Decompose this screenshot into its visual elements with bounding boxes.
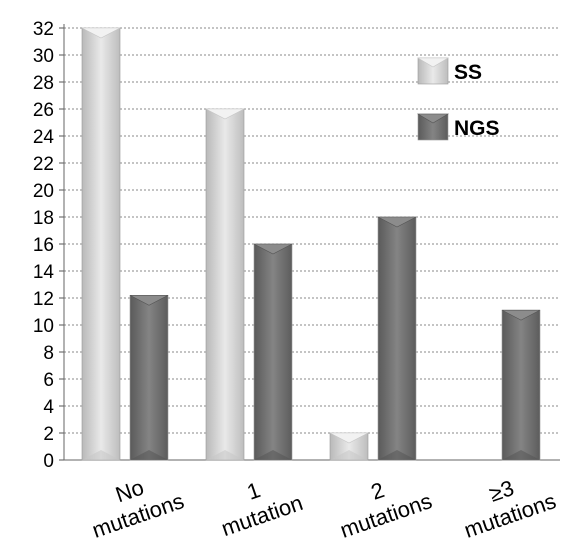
y-tick-label: 22 (33, 154, 54, 175)
legend-label-ss: SS (454, 61, 482, 84)
bars (81, 27, 541, 461)
bar-cap-ngs-1 (253, 243, 293, 255)
y-tick-label: 14 (33, 262, 55, 283)
bar-ss-1 (205, 108, 245, 461)
y-tick-label: 8 (43, 343, 54, 364)
bar-ss-0 (81, 27, 121, 461)
legend-swatch-ngs (417, 113, 449, 141)
y-tick-label: 2 (43, 424, 54, 445)
bar-cap-ss-1 (205, 108, 245, 120)
bar-base-ngs-0 (130, 450, 168, 460)
bar-ngs-0 (129, 294, 169, 461)
legend-label-ngs: NGS (454, 117, 500, 140)
bar-ngs-2 (377, 216, 417, 461)
y-tick-label: 10 (33, 316, 54, 337)
legend-swatch-cap-ss (416, 57, 450, 68)
legend: SS NGS (416, 57, 500, 141)
gridlines (64, 27, 560, 434)
bar-base-ss-1 (206, 450, 244, 460)
bar-base-ngs-1 (254, 450, 292, 460)
x-tick-line2: mutations (337, 488, 435, 543)
y-tick-label: 18 (33, 208, 54, 229)
y-tick-label: 20 (33, 181, 54, 202)
bar-base-ngs-2 (378, 450, 416, 460)
y-tick-label: 30 (33, 46, 54, 67)
bar-ngs-3 (501, 309, 541, 461)
bar-cap-ngs-2 (377, 216, 417, 228)
bar-base-ngs-3 (502, 450, 540, 460)
legend-swatch-cap-ngs (416, 113, 450, 124)
bar-base-ss-2 (330, 450, 368, 460)
y-tick-label: 26 (33, 100, 54, 121)
bar-cap-ngs-0 (129, 294, 169, 306)
x-tick-line1: 1 (244, 477, 264, 505)
y-tick-label: 28 (33, 73, 54, 94)
y-tick-label: 24 (33, 127, 55, 148)
bar-cap-ngs-3 (501, 309, 541, 321)
y-tick-label: 0 (43, 451, 54, 472)
y-tick-label: 16 (33, 235, 54, 256)
x-tick-line1: 2 (368, 477, 388, 505)
y-tick-label: 6 (43, 370, 54, 391)
bar-cap-ss-0 (81, 27, 121, 39)
bar-cap-ss-2 (329, 432, 369, 444)
y-tick-label: 12 (33, 289, 54, 310)
bar-base-ss-0 (82, 450, 120, 460)
y-tick-label: 32 (33, 19, 54, 40)
bar-ngs-1 (253, 243, 293, 461)
y-tick-label: 4 (43, 397, 54, 418)
